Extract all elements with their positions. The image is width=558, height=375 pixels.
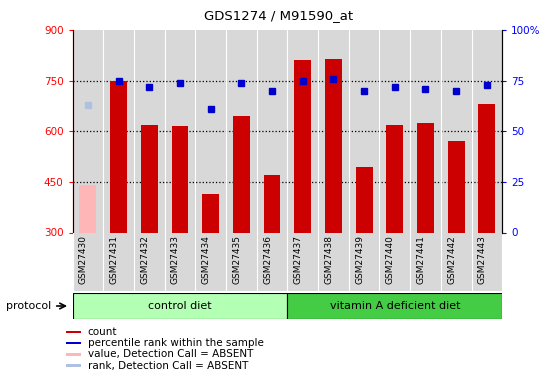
Text: protocol: protocol — [6, 301, 51, 311]
Bar — [325, 59, 342, 232]
Bar — [141, 124, 158, 232]
Bar — [448, 141, 465, 232]
Text: value, Detection Call = ABSENT: value, Detection Call = ABSENT — [88, 350, 253, 359]
Text: percentile rank within the sample: percentile rank within the sample — [88, 338, 264, 348]
Text: rank, Detection Call = ABSENT: rank, Detection Call = ABSENT — [88, 361, 248, 370]
Bar — [294, 60, 311, 232]
Bar — [233, 116, 250, 232]
Text: GSM27434: GSM27434 — [201, 236, 210, 284]
FancyBboxPatch shape — [287, 293, 502, 319]
Text: GSM27437: GSM27437 — [294, 236, 302, 284]
Bar — [386, 124, 403, 232]
Bar — [478, 104, 496, 232]
Text: GSM27442: GSM27442 — [447, 236, 456, 284]
Bar — [66, 342, 81, 345]
Text: control diet: control diet — [148, 301, 212, 311]
Bar — [263, 175, 281, 232]
Text: GSM27431: GSM27431 — [109, 236, 118, 284]
Bar — [110, 81, 127, 232]
Text: GSM27430: GSM27430 — [79, 236, 88, 284]
Text: GSM27439: GSM27439 — [355, 236, 364, 284]
Text: GSM27435: GSM27435 — [232, 236, 241, 284]
Bar — [66, 364, 81, 367]
Text: GSM27443: GSM27443 — [478, 236, 487, 284]
Bar — [355, 166, 373, 232]
Text: vitamin A deficient diet: vitamin A deficient diet — [330, 301, 460, 311]
Text: GSM27438: GSM27438 — [324, 236, 333, 284]
Bar — [202, 194, 219, 232]
Text: count: count — [88, 327, 117, 337]
Bar — [171, 126, 189, 232]
Bar — [79, 185, 97, 232]
Bar — [66, 353, 81, 356]
Text: GSM27436: GSM27436 — [263, 236, 272, 284]
FancyBboxPatch shape — [73, 293, 287, 319]
Text: GSM27433: GSM27433 — [171, 236, 180, 284]
Text: GSM27432: GSM27432 — [140, 236, 149, 284]
Text: GSM27441: GSM27441 — [416, 236, 425, 284]
Bar — [417, 123, 434, 232]
Text: GDS1274 / M91590_at: GDS1274 / M91590_at — [204, 9, 354, 22]
Text: GSM27440: GSM27440 — [386, 236, 395, 284]
Bar — [66, 330, 81, 333]
